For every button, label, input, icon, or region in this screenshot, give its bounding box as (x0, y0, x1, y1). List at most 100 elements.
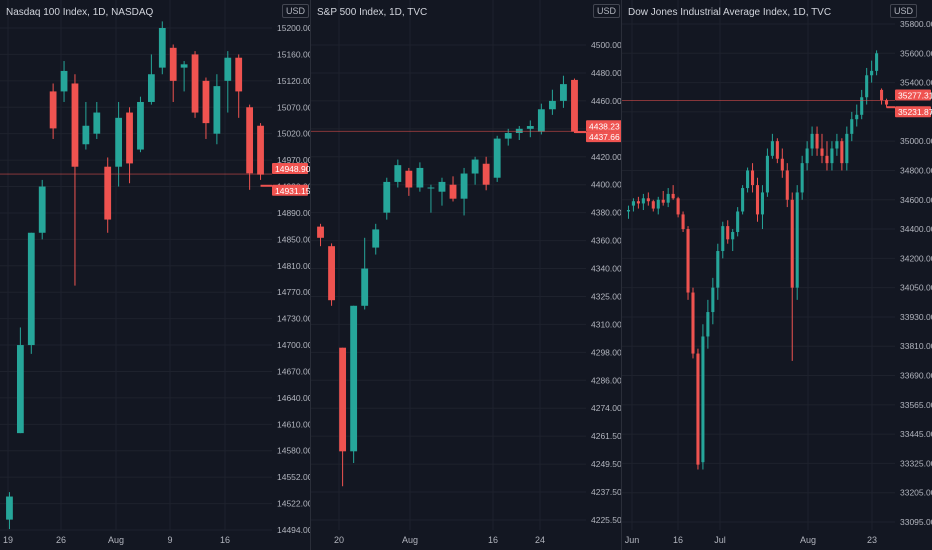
candle (383, 177, 391, 220)
candle-body (825, 155, 829, 164)
candle-body (750, 170, 755, 186)
candle (656, 196, 660, 215)
candle (820, 133, 824, 164)
y-tick-label: 14552.00 (277, 472, 310, 482)
candle (775, 138, 779, 164)
candle (636, 196, 640, 209)
candle (716, 243, 720, 300)
candle-body (246, 107, 254, 174)
candle (169, 44, 177, 102)
panel-divider[interactable] (621, 0, 622, 550)
candle (548, 89, 556, 115)
y-tick-label: 15070.00 (277, 102, 310, 112)
candle-body (775, 141, 779, 159)
candle (560, 75, 567, 108)
candle (765, 148, 769, 197)
candle (526, 120, 534, 138)
candle-body (840, 141, 844, 164)
candle-body (571, 79, 578, 132)
y-tick-label: 14700.00 (277, 340, 310, 350)
candle (830, 141, 834, 171)
candle-body (93, 112, 101, 134)
y-tick-label: 34400.00 (900, 224, 932, 234)
y-tick-label: 14522.00 (277, 499, 310, 509)
candle (427, 184, 435, 213)
currency-button[interactable]: USD (282, 4, 310, 18)
nasdaq-chart[interactable]: 15200.00 15160.00 15120.00 15070.00 15020.00… (0, 0, 310, 550)
chart-panel-dow[interactable]: 35800.0035600.0035400.0035200.0035000.00… (622, 0, 932, 550)
candle-body (202, 80, 210, 124)
candle (246, 104, 254, 190)
candle-body (681, 214, 685, 230)
price-tag: 14931.15 (272, 184, 310, 196)
candle-body (115, 117, 123, 167)
candle (202, 77, 210, 139)
candle (493, 135, 501, 182)
sp500-chart[interactable]: 4500.004480.004460.004440.004420.004400.… (311, 0, 621, 550)
candle (38, 179, 46, 240)
candle-body (785, 170, 789, 200)
y-tick-label: 14494.00 (277, 525, 310, 535)
candle-body (800, 163, 804, 193)
candle-body (736, 211, 740, 232)
y-tick-label: 33205.00 (900, 488, 932, 498)
candle (865, 67, 869, 105)
candle-body (875, 53, 879, 71)
price-axis (272, 0, 310, 550)
candle-body (795, 192, 799, 288)
candle (27, 232, 35, 354)
candles (626, 50, 889, 470)
candle-body (328, 246, 335, 301)
candle (701, 324, 705, 470)
candle (82, 101, 90, 150)
candle (180, 61, 188, 92)
chart-title: Dow Jones Industrial Average Index, 1D, … (628, 7, 832, 18)
candle-body (721, 226, 725, 252)
candle (350, 305, 358, 463)
candle (731, 229, 735, 252)
candle (666, 188, 670, 208)
panel-divider[interactable] (310, 0, 311, 550)
candle (884, 98, 889, 108)
candle-body (835, 141, 839, 149)
y-tick-label: 4237.50 (591, 487, 621, 497)
candle (71, 74, 79, 286)
y-tick-label: 34200.00 (900, 253, 932, 263)
candle-body (224, 57, 232, 81)
dow-chart[interactable]: 35800.0035600.0035400.0035200.0035000.00… (622, 0, 932, 550)
y-tick-label: 35400.00 (900, 78, 932, 88)
candle-body (790, 199, 794, 288)
y-tick-label: 4325.00 (591, 291, 621, 301)
candle (686, 226, 690, 300)
y-tick-label: 14580.00 (277, 446, 310, 456)
price-tag-bg (272, 184, 308, 196)
currency-button[interactable]: USD (593, 4, 621, 18)
candle-body (726, 226, 730, 240)
candle-body (716, 251, 720, 288)
y-tick-label: 33565.00 (900, 400, 932, 410)
y-tick-label: 14890.00 (277, 208, 310, 218)
candle (317, 223, 324, 247)
y-tick-label: 15200.00 (277, 23, 310, 33)
candle (840, 138, 844, 171)
candle-body (626, 210, 631, 212)
currency-button[interactable]: USD (890, 4, 918, 18)
candle (394, 159, 402, 188)
chart-panel-nasdaq[interactable]: 15200.00 15160.00 15120.00 15070.00 15020.00… (0, 0, 310, 550)
candle (671, 185, 675, 200)
candle (845, 126, 849, 171)
y-tick-label: 4360.00 (591, 236, 621, 246)
candle-body (880, 89, 884, 101)
candle (696, 348, 700, 470)
candle (626, 205, 631, 219)
y-tick-label: 33325.00 (900, 458, 932, 468)
y-tick-label: 4274.00 (591, 403, 621, 413)
candle (736, 207, 740, 237)
y-tick-label: 4340.00 (591, 264, 621, 274)
candle-body (27, 232, 35, 346)
candle-body (191, 54, 199, 113)
chart-panel-sp500[interactable]: 4500.004480.004460.004440.004420.004400.… (311, 0, 621, 550)
x-tick-label: 19 (3, 535, 13, 545)
y-tick-label: 14770.00 (277, 287, 310, 297)
x-tick-label: 9 (167, 535, 172, 545)
